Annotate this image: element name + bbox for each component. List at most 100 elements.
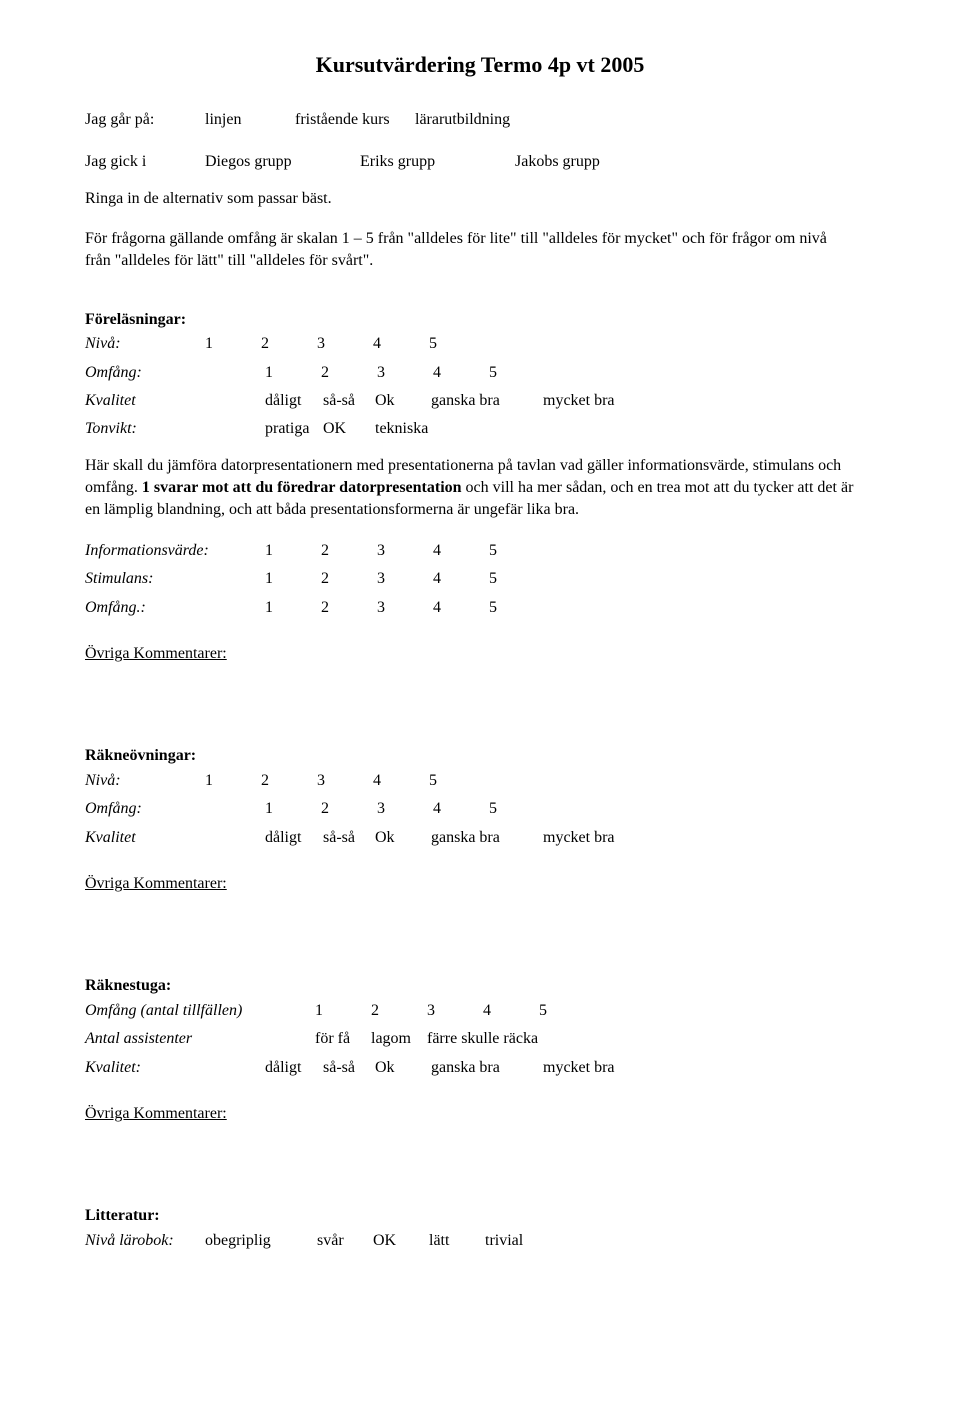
opt-daligt[interactable]: dåligt <box>265 827 323 849</box>
scale-5[interactable]: 5 <box>429 333 485 355</box>
scale-3[interactable]: 3 <box>377 568 433 590</box>
label-kvalitet: Kvalitet <box>85 390 265 412</box>
opt-ok[interactable]: Ok <box>375 1057 431 1079</box>
raknestuga-omfang: Omfång (antal tillfällen) 1 2 3 4 5 <box>85 1000 875 1022</box>
scale-1[interactable]: 1 <box>265 798 321 820</box>
scale-2[interactable]: 2 <box>321 362 377 384</box>
scale-2[interactable]: 2 <box>321 798 377 820</box>
scale-1[interactable]: 1 <box>265 568 321 590</box>
scale-2[interactable]: 2 <box>321 568 377 590</box>
jamfor-paragraph: Här skall du jämföra datorpresentationer… <box>85 455 855 522</box>
scale-5[interactable]: 5 <box>489 362 545 384</box>
scale-4[interactable]: 4 <box>433 362 489 384</box>
opt-eriks[interactable]: Eriks grupp <box>360 151 515 173</box>
scale-5[interactable]: 5 <box>489 540 545 562</box>
opt-lagom[interactable]: lagom <box>371 1028 427 1050</box>
heading-litteratur: Litteratur: <box>85 1205 875 1227</box>
opt-trivial[interactable]: trivial <box>485 1230 523 1252</box>
scale-2[interactable]: 2 <box>261 770 317 792</box>
forelasningar-kvalitet: Kvalitet dåligt så-så Ok ganska bra myck… <box>85 390 875 412</box>
opt-tonvikt-ok[interactable]: OK <box>323 418 375 440</box>
label-stim: Stimulans: <box>85 568 265 590</box>
scale-4[interactable]: 4 <box>483 1000 539 1022</box>
opt-ganska[interactable]: ganska bra <box>431 827 543 849</box>
ovriga-kommentarer-3: Övriga Kommentarer: <box>85 1103 875 1125</box>
raknestuga-kvalitet: Kvalitet: dåligt så-så Ok ganska bra myc… <box>85 1057 875 1079</box>
scale-2[interactable]: 2 <box>321 540 377 562</box>
heading-raknestuga: Räknestuga: <box>85 975 875 997</box>
scale-2[interactable]: 2 <box>371 1000 427 1022</box>
scale-5[interactable]: 5 <box>489 798 545 820</box>
opt-ganska[interactable]: ganska bra <box>431 390 543 412</box>
scale-3[interactable]: 3 <box>427 1000 483 1022</box>
opt-latt[interactable]: lätt <box>429 1230 485 1252</box>
scale-3[interactable]: 3 <box>317 770 373 792</box>
scale-4[interactable]: 4 <box>373 333 429 355</box>
opt-mycket[interactable]: mycket bra <box>543 390 615 412</box>
opt-tekniska[interactable]: tekniska <box>375 418 428 440</box>
opt-sasa[interactable]: så-så <box>323 1057 375 1079</box>
opt-pratiga[interactable]: pratiga <box>265 418 323 440</box>
ovriga-kommentarer-1: Övriga Kommentarer: <box>85 643 875 665</box>
stimulans: Stimulans: 1 2 3 4 5 <box>85 568 875 590</box>
scale-3[interactable]: 3 <box>377 540 433 562</box>
scale-1[interactable]: 1 <box>205 333 261 355</box>
scale-3[interactable]: 3 <box>377 597 433 619</box>
forelasningar-tonvikt: Tonvikt: pratiga OK tekniska <box>85 418 875 440</box>
scale-4[interactable]: 4 <box>433 597 489 619</box>
opt-jakobs[interactable]: Jakobs grupp <box>515 151 600 173</box>
scale-4[interactable]: 4 <box>433 798 489 820</box>
scale-4[interactable]: 4 <box>373 770 429 792</box>
label-omfang-tillfallen: Omfång (antal tillfällen) <box>85 1000 315 1022</box>
scale-5[interactable]: 5 <box>489 568 545 590</box>
scale-5[interactable]: 5 <box>489 597 545 619</box>
label-omfang: Omfång: <box>85 798 205 820</box>
scale-1[interactable]: 1 <box>265 362 321 384</box>
opt-daligt[interactable]: dåligt <box>265 1057 323 1079</box>
forelasningar-omfang: Omfång: 1 2 3 4 5 <box>85 362 875 384</box>
opt-forfa[interactable]: för få <box>315 1028 371 1050</box>
opt-farre[interactable]: färre skulle räcka <box>427 1028 538 1050</box>
scale-4[interactable]: 4 <box>433 568 489 590</box>
label-omfang: Omfång: <box>85 362 205 384</box>
scale-5[interactable]: 5 <box>429 770 485 792</box>
heading-rakneovningar: Räkneövningar: <box>85 745 875 767</box>
omfang2: Omfång.: 1 2 3 4 5 <box>85 597 875 619</box>
label-jag-gick-i: Jag gick i <box>85 151 205 173</box>
instr-ringa-in: Ringa in de alternativ som passar bäst. <box>85 188 855 210</box>
scale-3[interactable]: 3 <box>317 333 373 355</box>
scale-1[interactable]: 1 <box>315 1000 371 1022</box>
opt-mycket[interactable]: mycket bra <box>543 1057 615 1079</box>
opt-mycket[interactable]: mycket bra <box>543 827 615 849</box>
scale-2[interactable]: 2 <box>321 597 377 619</box>
label-info: Informationsvärde: <box>85 540 265 562</box>
rakneovningar-omfang: Omfång: 1 2 3 4 5 <box>85 798 875 820</box>
opt-svar[interactable]: svår <box>317 1230 373 1252</box>
scale-1[interactable]: 1 <box>205 770 261 792</box>
scale-3[interactable]: 3 <box>377 362 433 384</box>
opt-ok[interactable]: Ok <box>375 827 431 849</box>
scale-1[interactable]: 1 <box>265 540 321 562</box>
scale-2[interactable]: 2 <box>261 333 317 355</box>
scale-4[interactable]: 4 <box>433 540 489 562</box>
opt-linjen[interactable]: linjen <box>205 109 295 131</box>
opt-ok[interactable]: Ok <box>375 390 431 412</box>
opt-diegos[interactable]: Diegos grupp <box>205 151 360 173</box>
opt-sasa[interactable]: så-så <box>323 827 375 849</box>
scale-5[interactable]: 5 <box>539 1000 595 1022</box>
informationsvarde: Informationsvärde: 1 2 3 4 5 <box>85 540 875 562</box>
heading-forelasningar: Föreläsningar: <box>85 309 875 331</box>
opt-sasa[interactable]: så-så <box>323 390 375 412</box>
opt-fristaende[interactable]: fristående kurs <box>295 109 415 131</box>
scale-3[interactable]: 3 <box>377 798 433 820</box>
ovriga-kommentarer-2: Övriga Kommentarer: <box>85 873 875 895</box>
label-omf2: Omfång.: <box>85 597 265 619</box>
spacer <box>205 362 265 384</box>
opt-ganska[interactable]: ganska bra <box>431 1057 543 1079</box>
rakneovningar-kvalitet: Kvalitet dåligt så-så Ok ganska bra myck… <box>85 827 875 849</box>
opt-ok[interactable]: OK <box>373 1230 429 1252</box>
opt-lararutbildning[interactable]: lärarutbildning <box>415 109 510 131</box>
scale-1[interactable]: 1 <box>265 597 321 619</box>
opt-obegriplig[interactable]: obegriplig <box>205 1230 317 1252</box>
opt-daligt[interactable]: dåligt <box>265 390 323 412</box>
